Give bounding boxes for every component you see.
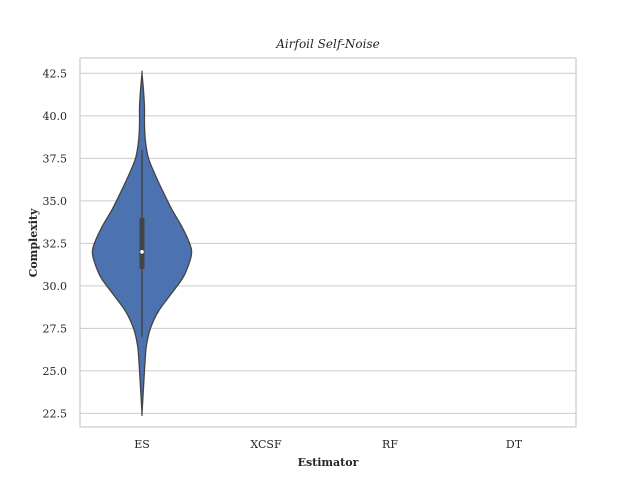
y-tick-labels: 22.5 25.0 27.5 30.0 32.5 35.0 37.5 40.0 42.5 <box>43 67 68 420</box>
x-tick-label: RF <box>382 438 398 451</box>
x-tick-label: XCSF <box>250 438 282 451</box>
y-tick-label: 32.5 <box>43 237 68 250</box>
plot-frame <box>79 57 577 428</box>
y-tick-label: 22.5 <box>43 407 68 420</box>
y-tick-label: 27.5 <box>43 322 68 335</box>
chart-title: Airfoil Self-Noise <box>275 37 379 51</box>
violin-iqr-box <box>139 217 145 269</box>
violins <box>91 70 193 417</box>
x-tick-label: DT <box>506 438 523 451</box>
x-tick-label: ES <box>134 438 150 451</box>
y-tick-label: 30.0 <box>43 280 68 293</box>
y-tick-label: 37.5 <box>43 152 68 165</box>
y-axis-label: Complexity <box>27 208 40 277</box>
x-axis-label: Estimator <box>298 456 359 469</box>
y-tick-label: 40.0 <box>43 110 68 123</box>
y-tick-label: 42.5 <box>43 67 68 80</box>
violin-median-marker <box>140 250 144 254</box>
x-tick-labels: ES XCSF RF DT <box>134 438 523 451</box>
y-tick-label: 35.0 <box>43 195 68 208</box>
y-tick-label: 25.0 <box>43 365 68 378</box>
